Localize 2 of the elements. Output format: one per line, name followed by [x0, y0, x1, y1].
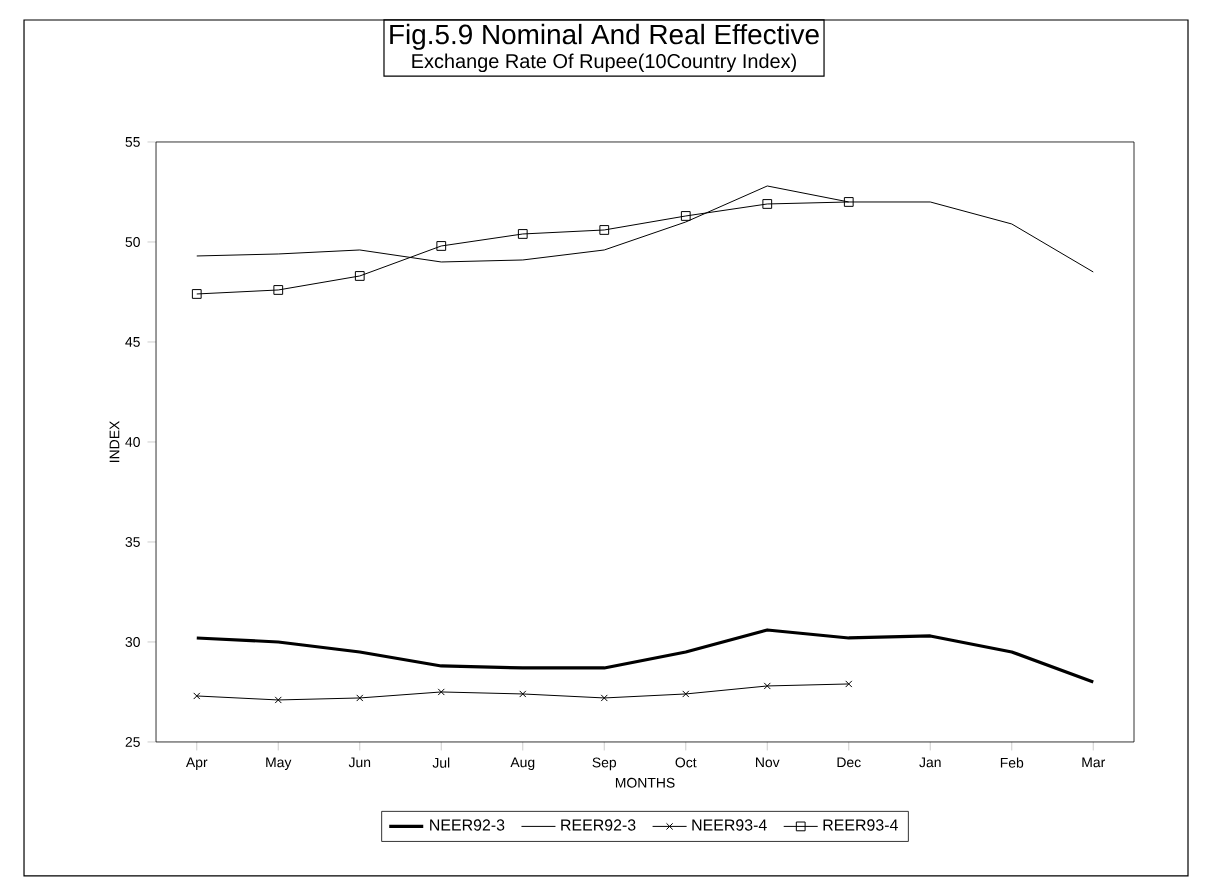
- chart-title: Fig.5.9 Nominal And Real Effective: [390, 23, 819, 50]
- chart-subtitle: Exchange Rate Of Rupee(10Country Index): [412, 53, 796, 73]
